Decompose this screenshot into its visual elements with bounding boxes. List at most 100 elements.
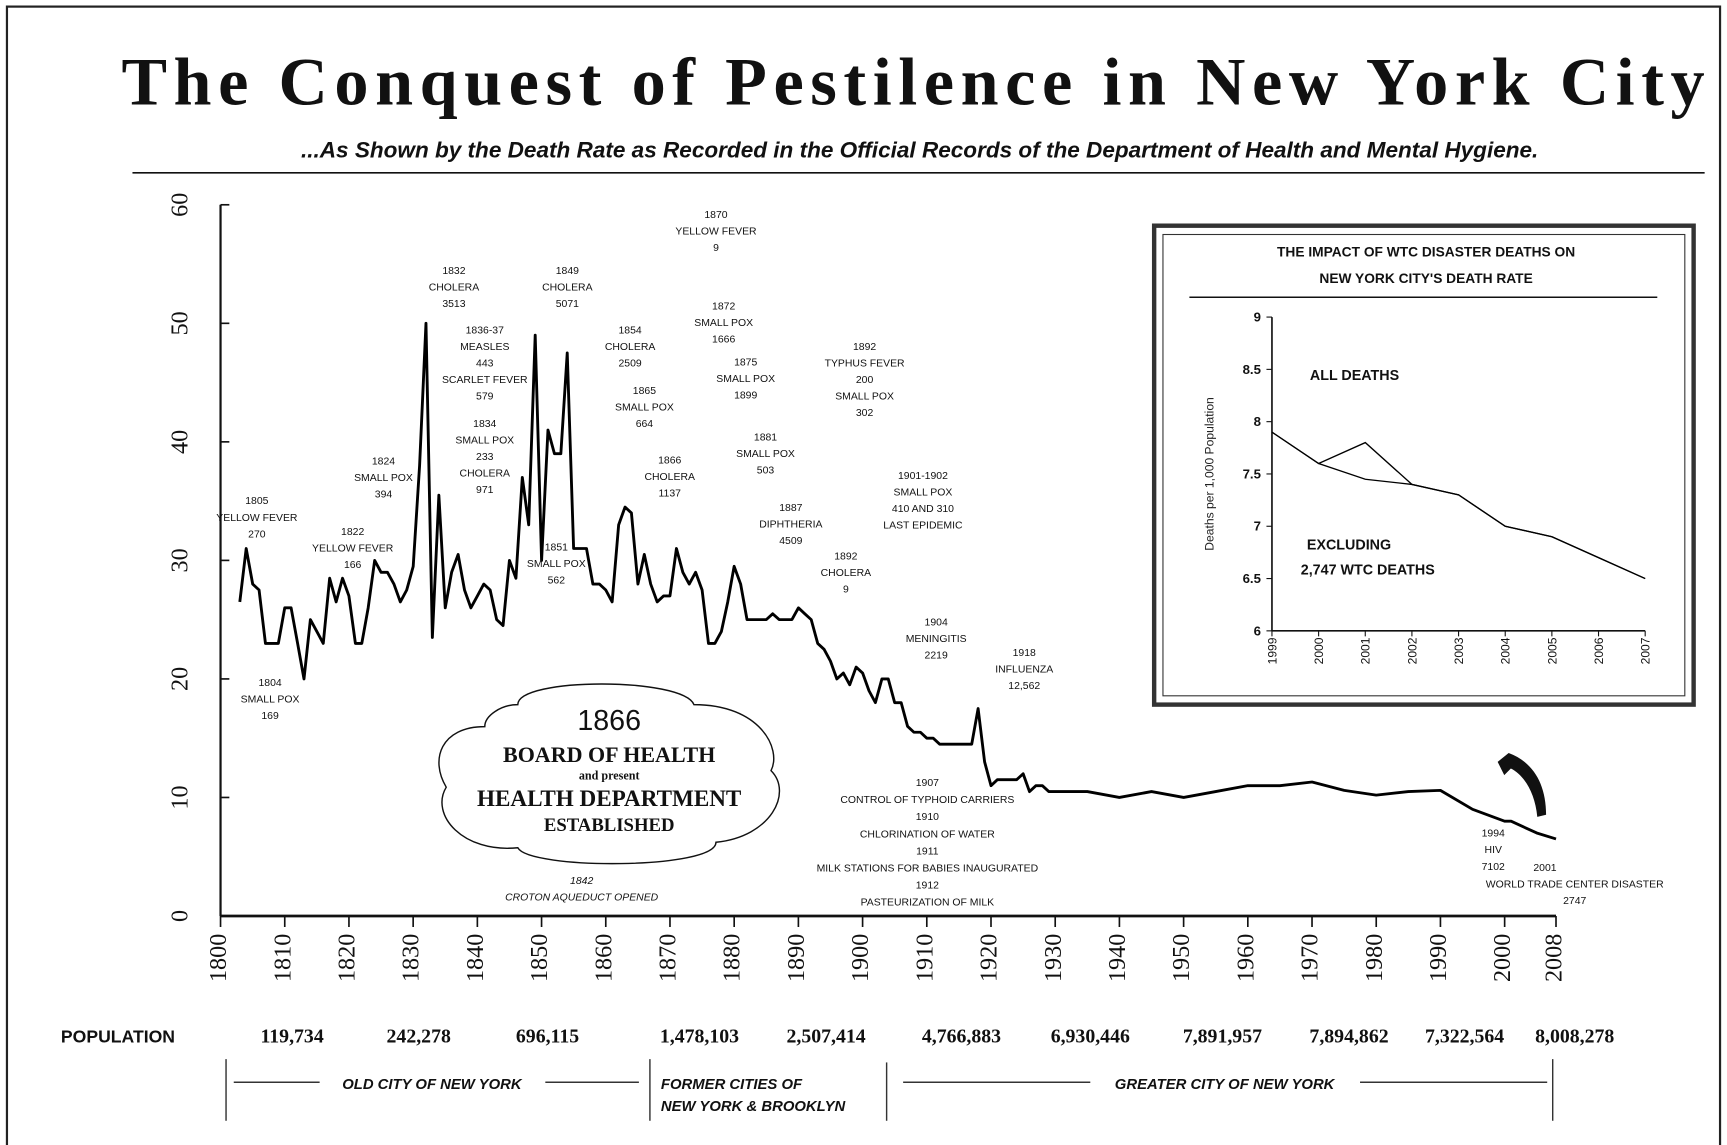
annotation: 410 AND 310 — [892, 504, 954, 515]
annotation: 394 — [375, 490, 393, 501]
annotation: SMALL POX — [894, 487, 953, 498]
inset-y-label: Deaths per 1,000 Population — [1203, 397, 1217, 551]
title: The Conquest of Pestilence in New York C… — [121, 44, 1704, 120]
annotation: CHOLERA — [605, 342, 655, 353]
annotation: 1666 — [712, 334, 735, 345]
arrow — [1497, 753, 1547, 817]
subtitle: ...As Shown by the Death Rate as Recorde… — [301, 137, 1538, 162]
annotation: 1912 — [916, 880, 939, 891]
annotation: 1849 — [556, 266, 579, 277]
annotation: LAST EPIDEMIC — [883, 520, 963, 531]
population-value: 6,930,446 — [1051, 1026, 1130, 1048]
y-tick-label: 50 — [167, 311, 194, 335]
x-tick-label: 1800 — [205, 934, 232, 982]
inset-title: THE IMPACT OF WTC DISASTER DEATHS ON — [1277, 245, 1575, 260]
inset-y-tick-label: 6 — [1254, 623, 1261, 638]
annotation: SMALL POX — [694, 318, 753, 329]
x-tick-label: 1950 — [1168, 934, 1195, 982]
annotation: 1907 — [916, 778, 939, 789]
y-tick-label: 30 — [167, 548, 194, 572]
inset-x-tick-label: 2005 — [1545, 637, 1559, 664]
x-tick-label: 1890 — [783, 934, 810, 982]
inset-y-tick-label: 6.5 — [1243, 571, 1261, 586]
inset-label: EXCLUDING — [1307, 537, 1391, 553]
annotation: 166 — [344, 560, 362, 571]
inset-x-tick-label: 2004 — [1499, 637, 1513, 664]
annotation: 1834 — [473, 419, 496, 430]
annotation: 233 — [476, 452, 494, 463]
x-tick-label: 2008 — [1541, 934, 1568, 982]
inset-frame — [1162, 233, 1686, 697]
annotation: 2509 — [618, 359, 641, 370]
annotation: YELLOW FEVER — [216, 513, 298, 524]
annotation: YELLOW FEVER — [312, 544, 394, 555]
annotation: 1870 — [704, 210, 727, 221]
x-tick-label: 1820 — [334, 934, 361, 982]
annotation: 1822 — [341, 527, 364, 538]
era-label: NEW YORK & BROOKLYN — [661, 1099, 846, 1115]
x-tick-label: 1920 — [976, 934, 1003, 982]
callout-text: BOARD OF HEALTH — [503, 742, 715, 767]
annotation: 3513 — [442, 299, 465, 310]
inset-label: ALL DEATHS — [1310, 368, 1399, 384]
population-value: 7,891,957 — [1183, 1026, 1262, 1048]
annotation: 1872 — [712, 301, 735, 312]
inset-y-tick-label: 7 — [1254, 519, 1261, 534]
annotation: 2001 — [1533, 863, 1556, 874]
inset-x-tick-label: 2002 — [1405, 637, 1419, 664]
annotation: SMALL POX — [716, 374, 775, 385]
callout-text: ESTABLISHED — [544, 815, 675, 836]
annotation: 1865 — [633, 386, 656, 397]
x-tick-label: 1880 — [719, 934, 746, 982]
annotation: 270 — [248, 529, 266, 540]
annotation: SMALL POX — [615, 403, 674, 414]
x-tick-label: 1910 — [911, 934, 938, 982]
population-value: 2,507,414 — [786, 1026, 865, 1048]
population-value: 7,322,564 — [1425, 1026, 1504, 1048]
annotation: PASTEURIZATION OF MILK — [861, 898, 995, 909]
annotation: CHOLERA — [429, 283, 479, 294]
annotation: SMALL POX — [835, 392, 894, 403]
page-border — [5, 5, 1722, 1145]
annotation: 169 — [261, 711, 279, 722]
population-value: 696,115 — [516, 1026, 579, 1048]
inset-x-tick-label: 2003 — [1452, 637, 1466, 664]
annotation: 2747 — [1563, 896, 1586, 907]
annotation: MILK STATIONS FOR BABIES INAUGURATED — [817, 863, 1039, 874]
inset-label: 2,747 WTC DEATHS — [1301, 563, 1435, 579]
population-value: 1,478,103 — [660, 1026, 739, 1048]
x-tick-label: 1990 — [1425, 934, 1452, 982]
annotation: TYPHUS FEVER — [825, 359, 905, 370]
annotation: 1854 — [618, 326, 641, 337]
inset-line — [1271, 431, 1646, 580]
inset-y-tick-label: 7.5 — [1243, 466, 1261, 481]
annotation: 1137 — [659, 489, 682, 500]
inset-y-tick-label: 9 — [1254, 309, 1261, 324]
annotation: 971 — [476, 485, 494, 496]
inset-x-tick-label: 2007 — [1639, 637, 1653, 664]
annotation: DIPHTHERIA — [759, 519, 822, 530]
annotation: SCARLET FEVER — [442, 375, 528, 386]
annotation: SMALL POX — [241, 694, 300, 705]
annotation: CHOLERA — [644, 472, 694, 483]
x-tick-label: 1850 — [526, 934, 553, 982]
annotation: 1911 — [916, 846, 939, 857]
annotation: MEASLES — [460, 342, 509, 353]
annotation: 1866 — [658, 456, 681, 467]
era-label: FORMER CITIES OF — [661, 1077, 803, 1093]
annotation: SMALL POX — [527, 559, 586, 570]
x-tick-label: 1930 — [1040, 934, 1067, 982]
annotation: 443 — [476, 359, 494, 370]
annotation: 5071 — [556, 299, 579, 310]
annotation: HIV — [1485, 845, 1502, 856]
annotation: 1836-37 — [466, 326, 505, 337]
annotation: 1904 — [925, 617, 948, 628]
annotation: 1824 — [372, 457, 395, 468]
y-tick-label: 20 — [167, 667, 194, 691]
annotation: 1910 — [916, 812, 939, 823]
annotation: 9 — [843, 584, 849, 595]
callout-text: HEALTH DEPARTMENT — [477, 786, 742, 812]
annotation: 1899 — [734, 391, 757, 402]
annotation: 1805 — [245, 496, 268, 507]
